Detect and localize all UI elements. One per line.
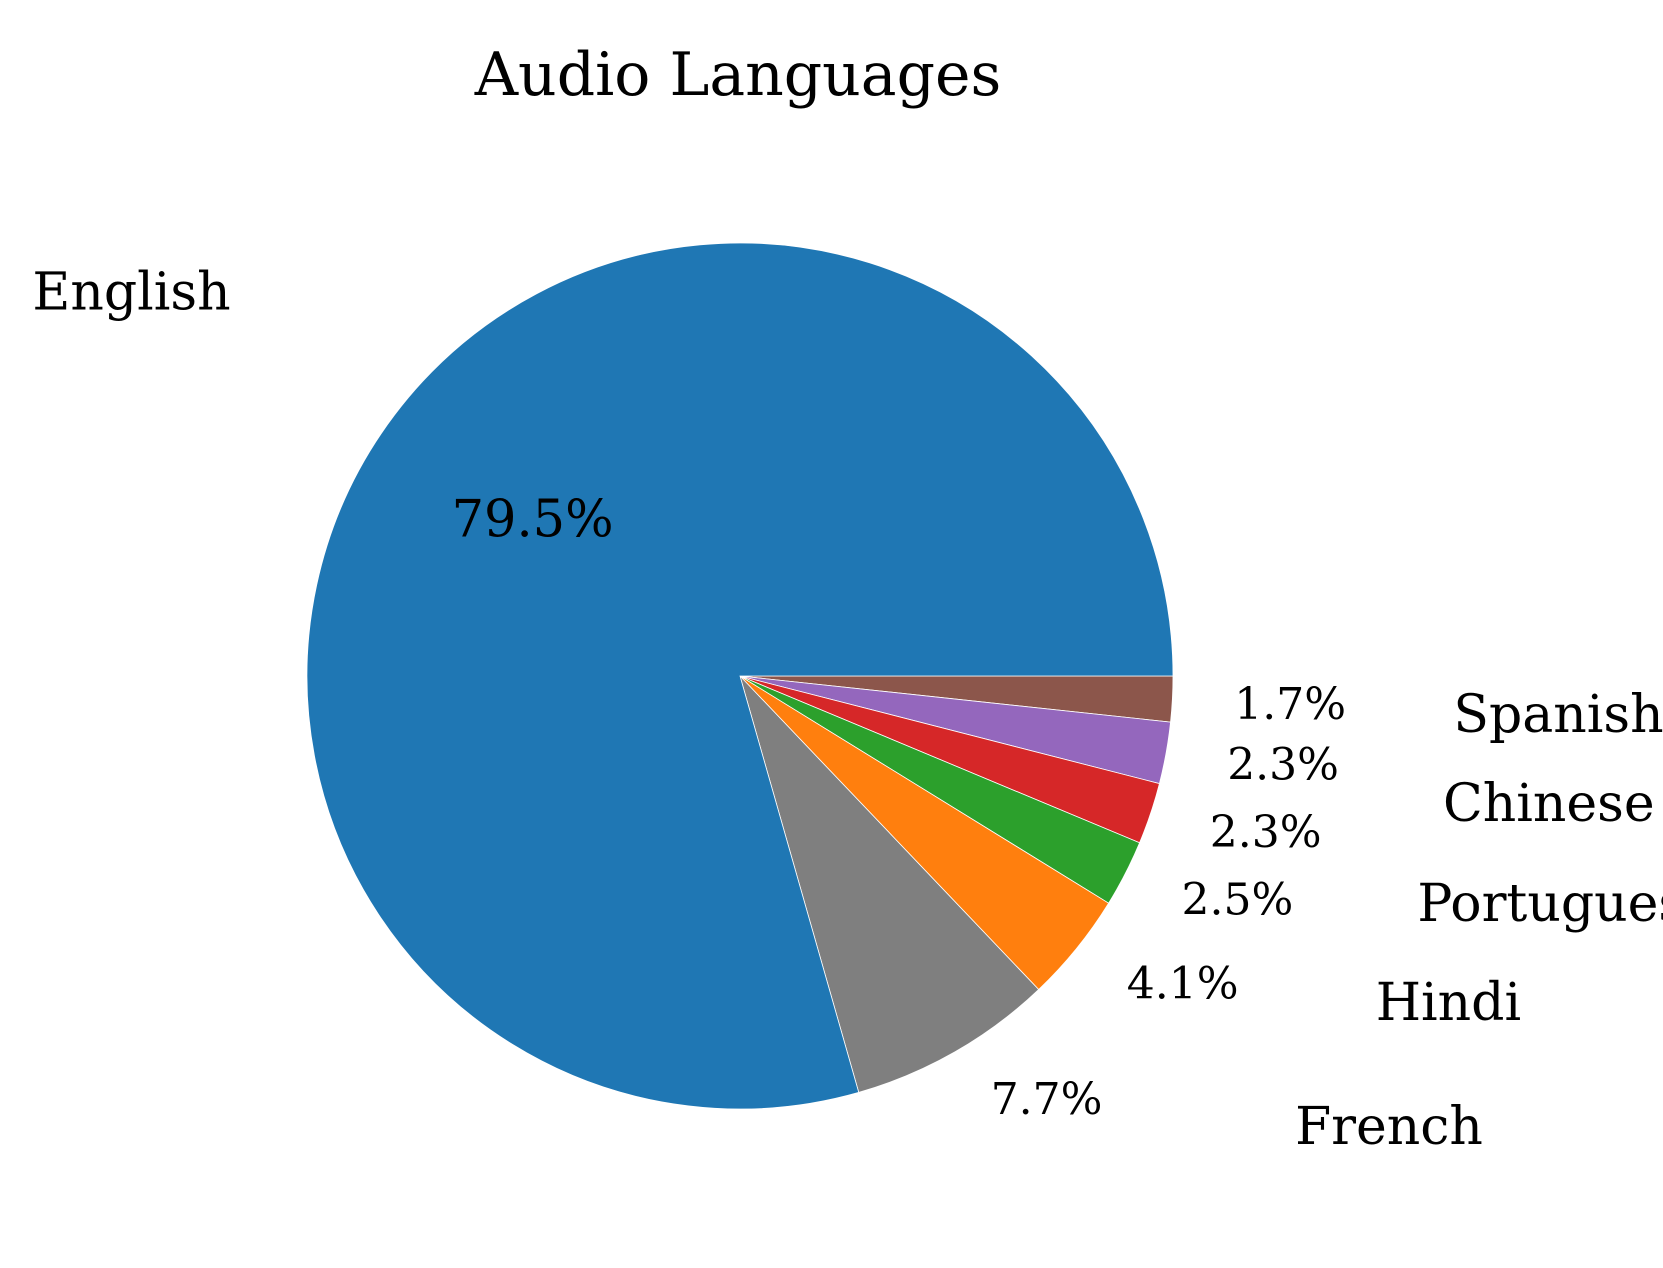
percent-label-spanish: 1.7% [1234,679,1346,730]
category-label-english: English [32,263,230,323]
percent-label-french: 4.1% [1127,958,1239,1009]
pie-slice-other [739,675,1040,1093]
pie-labels: Spanish 1.7% Chinese 2.3% Portuguese 2.3% Hind… [32,263,1663,1268]
percent-label-english: 79.5% [452,491,614,550]
percent-label-other: 7.7% [991,1074,1103,1125]
category-label-french: French [1295,1097,1483,1157]
percent-label-chinese: 2.3% [1227,739,1339,790]
pie-slices [306,242,1174,1110]
category-label-portuguese: Portuguese [1417,874,1663,934]
chart-title: Audio Languages [474,40,1002,110]
pie-slice-english [306,242,1174,1110]
category-label-hindi: Hindi [1376,973,1521,1033]
category-label-chinese: Chinese [1443,774,1655,834]
percent-label-portuguese: 2.3% [1210,807,1322,858]
percent-label-hindi: 2.5% [1182,874,1294,925]
category-label-spanish: Spanish [1453,685,1663,745]
